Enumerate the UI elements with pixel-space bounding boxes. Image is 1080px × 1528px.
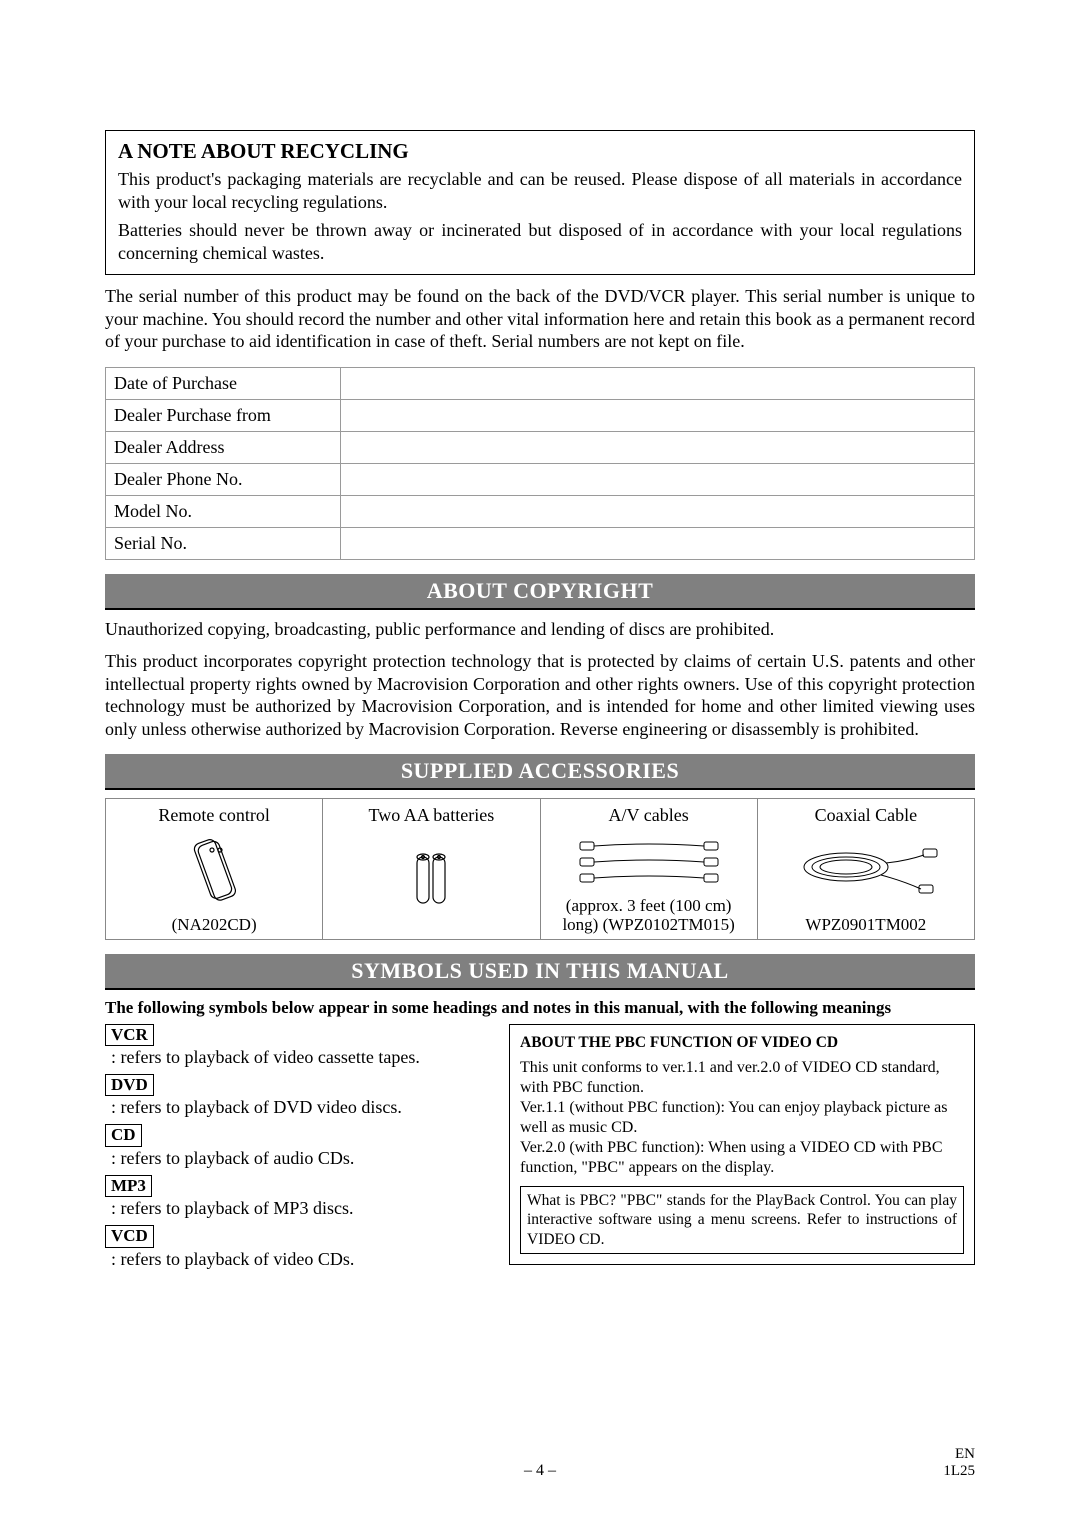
accessory-code: WPZ0901TM002 [805, 916, 926, 935]
symbol-desc: : refers to playback of MP3 discs. [111, 1198, 485, 1219]
symbol-tag: DVD [105, 1074, 154, 1096]
symbol-tag: VCD [105, 1225, 154, 1247]
accessory-code: (approx. 3 feet (100 cm) long) (WPZ0102T… [547, 897, 751, 934]
symbols-right: ABOUT THE PBC FUNCTION OF VIDEO CD This … [509, 1024, 975, 1276]
section-bar-symbols: SYMBOLS USED IN THIS MANUAL [105, 954, 975, 990]
page-footer: – 4 – EN 1L25 [105, 1446, 975, 1481]
row-value[interactable] [341, 399, 975, 431]
symbol-desc: : refers to playback of audio CDs. [111, 1148, 485, 1169]
accessory-code: (NA202CD) [172, 916, 257, 935]
row-value[interactable] [341, 431, 975, 463]
recycling-para-1: This product's packaging materials are r… [118, 168, 962, 213]
row-label: Dealer Phone No. [106, 463, 341, 495]
pbc-heading: ABOUT THE PBC FUNCTION OF VIDEO CD [520, 1033, 964, 1052]
symbol-desc: : refers to playback of video cassette t… [111, 1047, 485, 1068]
row-value[interactable] [341, 495, 975, 527]
symbols-left: VCR : refers to playback of video casset… [105, 1024, 485, 1276]
serial-paragraph: The serial number of this product may be… [105, 285, 975, 353]
row-label: Serial No. [106, 527, 341, 559]
accessory-cell: Remote control (NA202CD) [105, 799, 323, 939]
recycling-box: A NOTE ABOUT RECYCLING This product's pa… [105, 130, 975, 275]
page-number: – 4 – [524, 1462, 556, 1480]
row-label: Dealer Purchase from [106, 399, 341, 431]
pbc-inner: What is PBC? "PBC" stands for the PlayBa… [520, 1186, 964, 1254]
table-row: Model No. [106, 495, 975, 527]
accessory-name: Coaxial Cable [815, 805, 917, 826]
row-label: Dealer Address [106, 431, 341, 463]
symbol-tag: CD [105, 1124, 142, 1146]
table-row: Dealer Address [106, 431, 975, 463]
accessory-name: A/V cables [609, 805, 689, 826]
copyright-p2: This product incorporates copyright prot… [105, 650, 975, 740]
pbc-p2: Ver.1.1 (without PBC function): You can … [520, 1098, 964, 1138]
accessory-cell: Two AA batteries [323, 799, 540, 939]
info-table: Date of Purchase Dealer Purchase from De… [105, 367, 975, 560]
row-label: Model No. [106, 495, 341, 527]
symbols-row: VCR : refers to playback of video casset… [105, 1024, 975, 1276]
coax-cable-icon [791, 841, 941, 901]
accessory-name: Two AA batteries [369, 805, 495, 826]
symbol-desc: : refers to playback of DVD video discs. [111, 1097, 485, 1118]
table-row: Date of Purchase [106, 367, 975, 399]
table-row: Dealer Phone No. [106, 463, 975, 495]
pbc-p3: Ver.2.0 (with PBC function): When using … [520, 1138, 964, 1178]
accessory-name: Remote control [158, 805, 269, 826]
row-label: Date of Purchase [106, 367, 341, 399]
table-row: Dealer Purchase from [106, 399, 975, 431]
remote-icon [184, 834, 244, 908]
symbol-tag: VCR [105, 1024, 154, 1046]
section-bar-copyright: ABOUT COPYRIGHT [105, 574, 975, 610]
batteries-icon [401, 843, 461, 917]
symbols-intro: The following symbols below appear in so… [105, 998, 975, 1018]
pbc-p1: This unit conforms to ver.1.1 and ver.2.… [520, 1058, 964, 1098]
symbol-tag: MP3 [105, 1175, 152, 1197]
footer-doc: 1L25 [943, 1463, 975, 1479]
pbc-box: ABOUT THE PBC FUNCTION OF VIDEO CD This … [509, 1024, 975, 1266]
footer-lang: EN [955, 1446, 975, 1462]
av-cables-icon [574, 836, 724, 888]
copyright-p1: Unauthorized copying, broadcasting, publ… [105, 618, 975, 641]
section-bar-accessories: SUPPLIED ACCESSORIES [105, 754, 975, 790]
recycling-heading: A NOTE ABOUT RECYCLING [118, 139, 962, 164]
accessory-cell: Coaxial Cable WPZ0901TM002 [758, 799, 975, 939]
symbol-desc: : refers to playback of video CDs. [111, 1249, 485, 1270]
row-value[interactable] [341, 527, 975, 559]
accessories-row: Remote control (NA202CD) Two AA batterie… [105, 798, 975, 940]
row-value[interactable] [341, 463, 975, 495]
recycling-para-2: Batteries should never be thrown away or… [118, 219, 962, 264]
table-row: Serial No. [106, 527, 975, 559]
row-value[interactable] [341, 367, 975, 399]
accessory-cell: A/V cables (approx. 3 feet (100 cm) long… [541, 799, 758, 939]
